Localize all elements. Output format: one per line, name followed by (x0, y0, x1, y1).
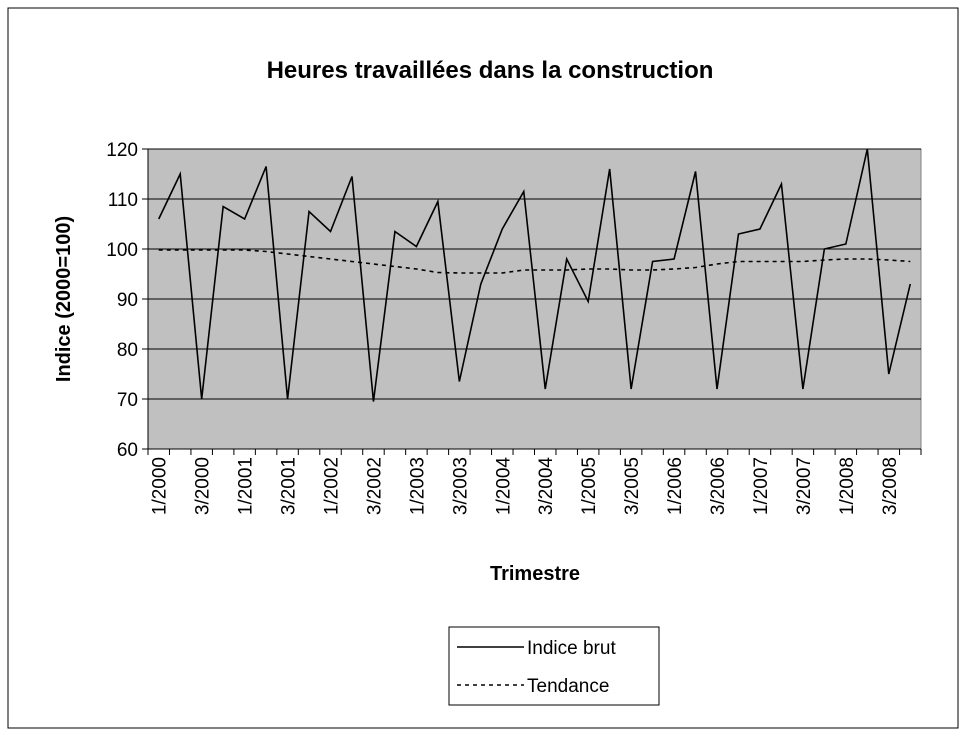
x-tick-label: 1/2004 (493, 457, 514, 516)
x-tick-label: 3/2002 (364, 457, 385, 515)
x-tick-label: 1/2001 (236, 457, 257, 515)
x-tick-label: 1/2008 (837, 457, 858, 515)
x-tick-label: 3/2006 (708, 457, 729, 515)
x-tick-label: 1/2006 (665, 457, 686, 515)
x-tick-label: 1/2005 (579, 457, 600, 515)
chart-title: Heures travaillées dans la construction (267, 57, 714, 84)
legend-label: Indice brut (527, 638, 616, 659)
y-tick-label: 60 (117, 440, 138, 461)
y-axis-label: Indice (2000=100) (53, 216, 75, 382)
x-tick-label: 3/2004 (536, 457, 557, 516)
x-tick-label: 3/2008 (880, 457, 901, 515)
x-tick-label: 1/2003 (407, 457, 428, 515)
y-tick-label: 90 (117, 290, 138, 311)
legend-label: Tendance (527, 676, 609, 697)
line-series (158, 148, 912, 402)
x-axis-label: Trimestre (490, 563, 580, 585)
y-tick-label: 120 (106, 140, 138, 161)
y-tick-label: 80 (117, 340, 138, 361)
line-series (158, 249, 911, 274)
y-tick-label: 100 (106, 240, 138, 261)
y-tick-label: 70 (117, 390, 138, 411)
x-tick-label: 3/2005 (622, 457, 643, 515)
x-tick-label: 3/2000 (193, 457, 214, 515)
legend-box (448, 626, 660, 706)
y-tick-label: 110 (108, 190, 138, 211)
x-tick-label: 3/2007 (794, 457, 815, 515)
x-tick-label: 1/2002 (322, 457, 343, 515)
x-tick-label: 1/2000 (150, 457, 171, 515)
x-tick-label: 3/2003 (450, 457, 471, 515)
x-tick-label: 3/2001 (279, 457, 300, 515)
x-tick-label: 1/2007 (751, 457, 772, 515)
